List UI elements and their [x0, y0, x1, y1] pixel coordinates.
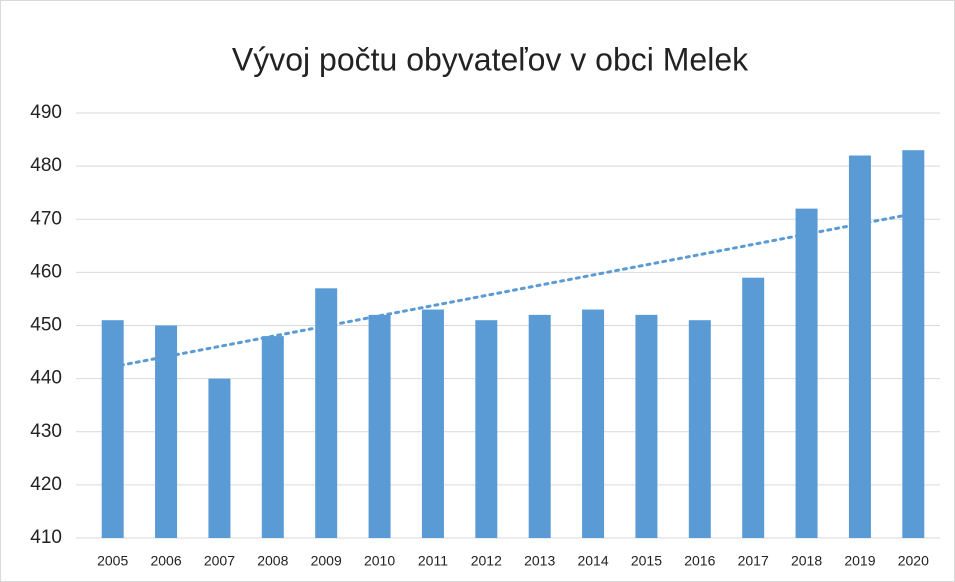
y-tick-label: 490 [30, 102, 62, 123]
x-tick-label: 2017 [738, 553, 769, 569]
x-tick-label: 2016 [684, 553, 715, 569]
bar [315, 288, 338, 538]
x-tick-label: 2013 [524, 553, 555, 569]
x-tick-label: 2006 [150, 553, 181, 569]
chart-title: Vývoj počtu obyvateľov v obci Melek [232, 41, 749, 77]
bar [261, 336, 284, 538]
trendline [111, 212, 915, 369]
x-tick-label: 2018 [791, 553, 822, 569]
bar [742, 277, 765, 538]
x-tick-label: 2019 [844, 553, 875, 569]
x-tick-label: 2012 [471, 553, 502, 569]
x-tick-label: 2007 [204, 553, 235, 569]
y-tick-label: 440 [30, 368, 62, 389]
x-tick-label: 2014 [577, 553, 608, 569]
bar [475, 320, 498, 538]
y-tick-label: 480 [30, 155, 62, 176]
bar [688, 320, 711, 538]
x-tick-label: 2008 [257, 553, 288, 569]
y-tick-label: 420 [30, 474, 62, 495]
x-tick-label: 2011 [418, 553, 448, 569]
y-tick-label: 430 [30, 421, 62, 442]
bar [101, 320, 124, 538]
bar [635, 314, 658, 538]
bar [795, 208, 818, 538]
x-tick-label: 2020 [898, 553, 929, 569]
bar [208, 378, 231, 538]
bar [421, 309, 444, 538]
bar [902, 150, 925, 538]
x-tick-label: 2009 [311, 553, 342, 569]
y-tick-label: 460 [30, 261, 62, 282]
y-tick-label: 470 [30, 208, 62, 229]
x-tick-label: 2010 [364, 553, 395, 569]
x-tick-label: 2005 [97, 553, 128, 569]
bar [848, 155, 871, 538]
bar [582, 309, 605, 538]
bar [528, 314, 551, 538]
y-tick-label: 450 [30, 315, 62, 336]
x-tick-label: 2015 [631, 553, 662, 569]
y-tick-label: 410 [30, 527, 62, 548]
bar [155, 325, 178, 538]
bar [368, 314, 391, 538]
